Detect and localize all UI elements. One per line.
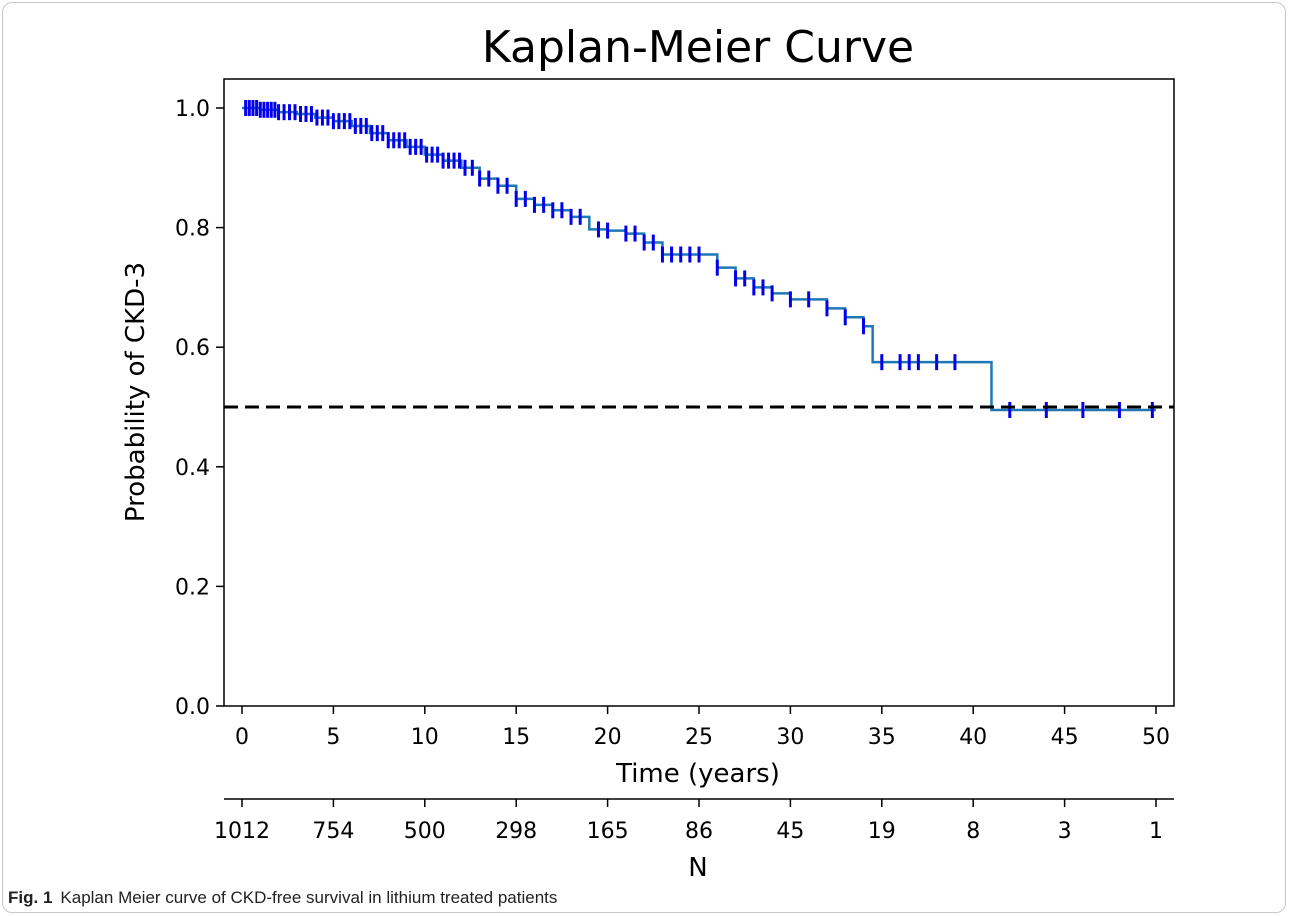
x-tick-label: 25 [685,725,713,750]
y-tick-label: 0.2 [175,575,210,600]
survival-curve-layer [224,100,1174,418]
x-tick-label: 0 [235,725,249,750]
y-tick-label: 0.8 [175,217,210,242]
x-axis: 0 5 10 15 20 25 30 35 40 45 50 [235,706,1170,750]
at-risk-axis: 1012 754 500 298 165 86 45 19 8 3 1 [214,798,1174,844]
x-tick-label: 10 [411,725,439,750]
figure-caption: Fig. 1 Kaplan Meier curve of CKD-free sur… [8,888,557,908]
x-tick-label: 20 [594,725,622,750]
chart-title: Kaplan-Meier Curve [482,22,914,73]
y-tick-label: 0.6 [175,336,210,361]
at-risk-count: 754 [312,819,354,844]
x-tick-label: 45 [1051,725,1079,750]
figure-caption-text: Kaplan Meier curve of CKD-free survival … [60,888,558,907]
x-tick-label: 50 [1142,725,1170,750]
x-tick-label: 15 [502,725,530,750]
at-risk-label: N [688,853,707,883]
figure-label: Fig. 1 [8,888,53,907]
at-risk-count: 86 [685,819,713,844]
y-tick-label: 0.4 [175,456,210,481]
at-risk-count: 3 [1058,819,1072,844]
at-risk-count: 1012 [214,819,270,844]
plot-area [223,78,1175,707]
y-tick-label: 0.0 [175,695,210,720]
x-tick-label: 40 [959,725,987,750]
y-axis: 0.0 0.2 0.4 0.6 0.8 1.0 [175,97,224,720]
at-risk-count: 19 [868,819,896,844]
x-tick-label: 30 [776,725,804,750]
y-tick-label: 1.0 [175,97,210,122]
at-risk-count: 500 [404,819,446,844]
x-axis-label: Time (years) [615,759,780,789]
at-risk-count: 165 [587,819,629,844]
at-risk-count: 45 [776,819,804,844]
y-axis-label: Probability of CKD-3 [121,262,151,522]
at-risk-count: 8 [966,819,980,844]
at-risk-count: 1 [1149,819,1163,844]
x-tick-label: 35 [868,725,896,750]
x-tick-label: 5 [326,725,340,750]
at-risk-count: 298 [495,819,537,844]
